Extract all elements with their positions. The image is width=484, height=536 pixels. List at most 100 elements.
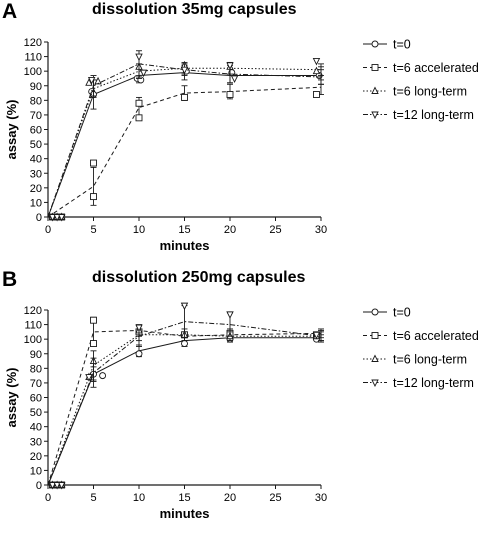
legend-marker (371, 308, 379, 316)
x-tick-label: 30 (315, 492, 327, 504)
series-4 (47, 302, 324, 490)
y-tick-label: 50 (30, 139, 42, 151)
axes: 0 10 20 30 40 50 60 70 80 90 100 110 120 0 5 10 15 20 25 30… (4, 37, 327, 253)
series-3 (47, 325, 324, 488)
y-tick-label: 30 (30, 168, 42, 180)
y-tick-label: 40 (30, 422, 42, 434)
legend-label: t=0 (393, 306, 411, 320)
data-point (135, 324, 143, 333)
y-tick-label: 100 (24, 66, 42, 78)
y-tick-label: 120 (24, 37, 42, 49)
legend-marker (371, 111, 379, 120)
data-point (90, 316, 97, 324)
data-point (312, 58, 321, 66)
data-point (135, 53, 143, 62)
data-point (230, 75, 239, 83)
data-point (181, 93, 188, 101)
chart-panel-a: A dissolution 35mg capsules 0 10 20 30 40 50 6… (2, 0, 479, 253)
y-tick-label: 70 (30, 110, 42, 122)
data-point (312, 66, 321, 75)
legend-label: t=6 long-term (393, 85, 467, 99)
x-tick-label: 20 (224, 492, 236, 504)
y-tick-label: 70 (30, 378, 42, 390)
x-tick-label: 0 (45, 224, 51, 236)
data-point (180, 66, 189, 75)
data-point (85, 78, 93, 86)
axes: 0 10 20 30 40 50 60 70 80 90 100 110 120 0 5 10 15 20 25 30… (4, 305, 327, 521)
x-tick-label: 10 (133, 492, 145, 504)
legend-label: t=12 long-term (393, 376, 474, 390)
legend-marker (371, 86, 379, 94)
y-tick-label: 20 (30, 183, 42, 195)
series-line (47, 329, 322, 486)
data-point (85, 374, 93, 382)
data-point (226, 311, 234, 319)
x-tick-label: 25 (269, 224, 281, 236)
series-1 (47, 332, 324, 489)
y-axis-title: assay (%) (4, 368, 19, 428)
data-point (53, 482, 61, 490)
legend-label: t=6 accelerated (393, 329, 479, 343)
series-line (47, 63, 322, 218)
chart-plot-a: 0 10 20 30 40 50 60 70 80 90 100 110 120 0 5 10 15 20 25 30… (4, 37, 479, 253)
data-point (135, 114, 143, 122)
data-point (87, 76, 96, 85)
y-tick-label: 0 (36, 480, 42, 492)
legend-label: t=12 long-term (393, 108, 474, 122)
y-tick-label: 30 (30, 436, 42, 448)
data-point (135, 99, 143, 107)
data-point (53, 214, 61, 222)
x-tick-label: 10 (133, 224, 145, 236)
data-point (99, 372, 107, 380)
x-tick-label: 20 (224, 224, 236, 236)
data-point (312, 331, 321, 340)
y-tick-label: 0 (36, 212, 42, 224)
x-tick-label: 30 (315, 224, 327, 236)
data-point (139, 69, 148, 78)
chart-panel-b: B dissolution 250mg capsules 0 10 20 30 40 50… (0, 268, 484, 536)
x-tick-label: 25 (269, 492, 281, 504)
legend-label: t=0 (393, 38, 411, 52)
data-point (313, 91, 320, 98)
series-line (47, 86, 322, 218)
x-axis-title: minutes (160, 238, 210, 253)
data-point (226, 62, 234, 70)
data-point (135, 350, 143, 358)
series-line (47, 337, 321, 486)
y-tick-label: 110 (24, 320, 42, 332)
y-tick-label: 10 (30, 197, 42, 209)
data-point (180, 302, 189, 311)
data-point (226, 91, 234, 98)
data-point (57, 214, 66, 222)
chart-title-b: dissolution 250mg capsules (92, 269, 306, 286)
legend-marker (371, 379, 379, 388)
series-line (47, 72, 321, 218)
series-line (47, 321, 322, 486)
data-point (181, 340, 188, 347)
series-line (47, 334, 321, 486)
x-axis-title: minutes (160, 506, 210, 521)
x-tick-label: 15 (178, 492, 190, 504)
y-tick-label: 10 (30, 465, 42, 477)
series-4 (47, 50, 324, 222)
data-point (48, 482, 57, 490)
x-tick-label: 15 (178, 224, 190, 236)
y-tick-label: 120 (24, 305, 42, 317)
y-axis-title: assay (%) (4, 100, 19, 160)
panel-letter-a: A (2, 0, 18, 23)
data-point (48, 214, 57, 222)
legend: t=0 t=6 accelerated t=6 long-term t=12 long… (363, 38, 479, 122)
y-tick-label: 90 (30, 349, 42, 361)
legend-marker (371, 354, 379, 362)
legend: t=0 t=6 accelerated t=6 long-term t=12 long… (363, 306, 479, 390)
y-tick-label: 80 (30, 363, 42, 375)
x-tick-label: 5 (90, 224, 96, 236)
legend-marker (371, 332, 379, 339)
data-point (90, 193, 97, 201)
series-line (47, 67, 322, 218)
y-tick-label: 60 (30, 125, 42, 137)
y-tick-label: 100 (24, 334, 42, 346)
data-point (94, 76, 102, 85)
panel-letter-b: B (2, 268, 18, 291)
chart-plot-b: 0 10 20 30 40 50 60 70 80 90 100 110 120 0 5 10 15 20 25 30… (4, 302, 479, 521)
